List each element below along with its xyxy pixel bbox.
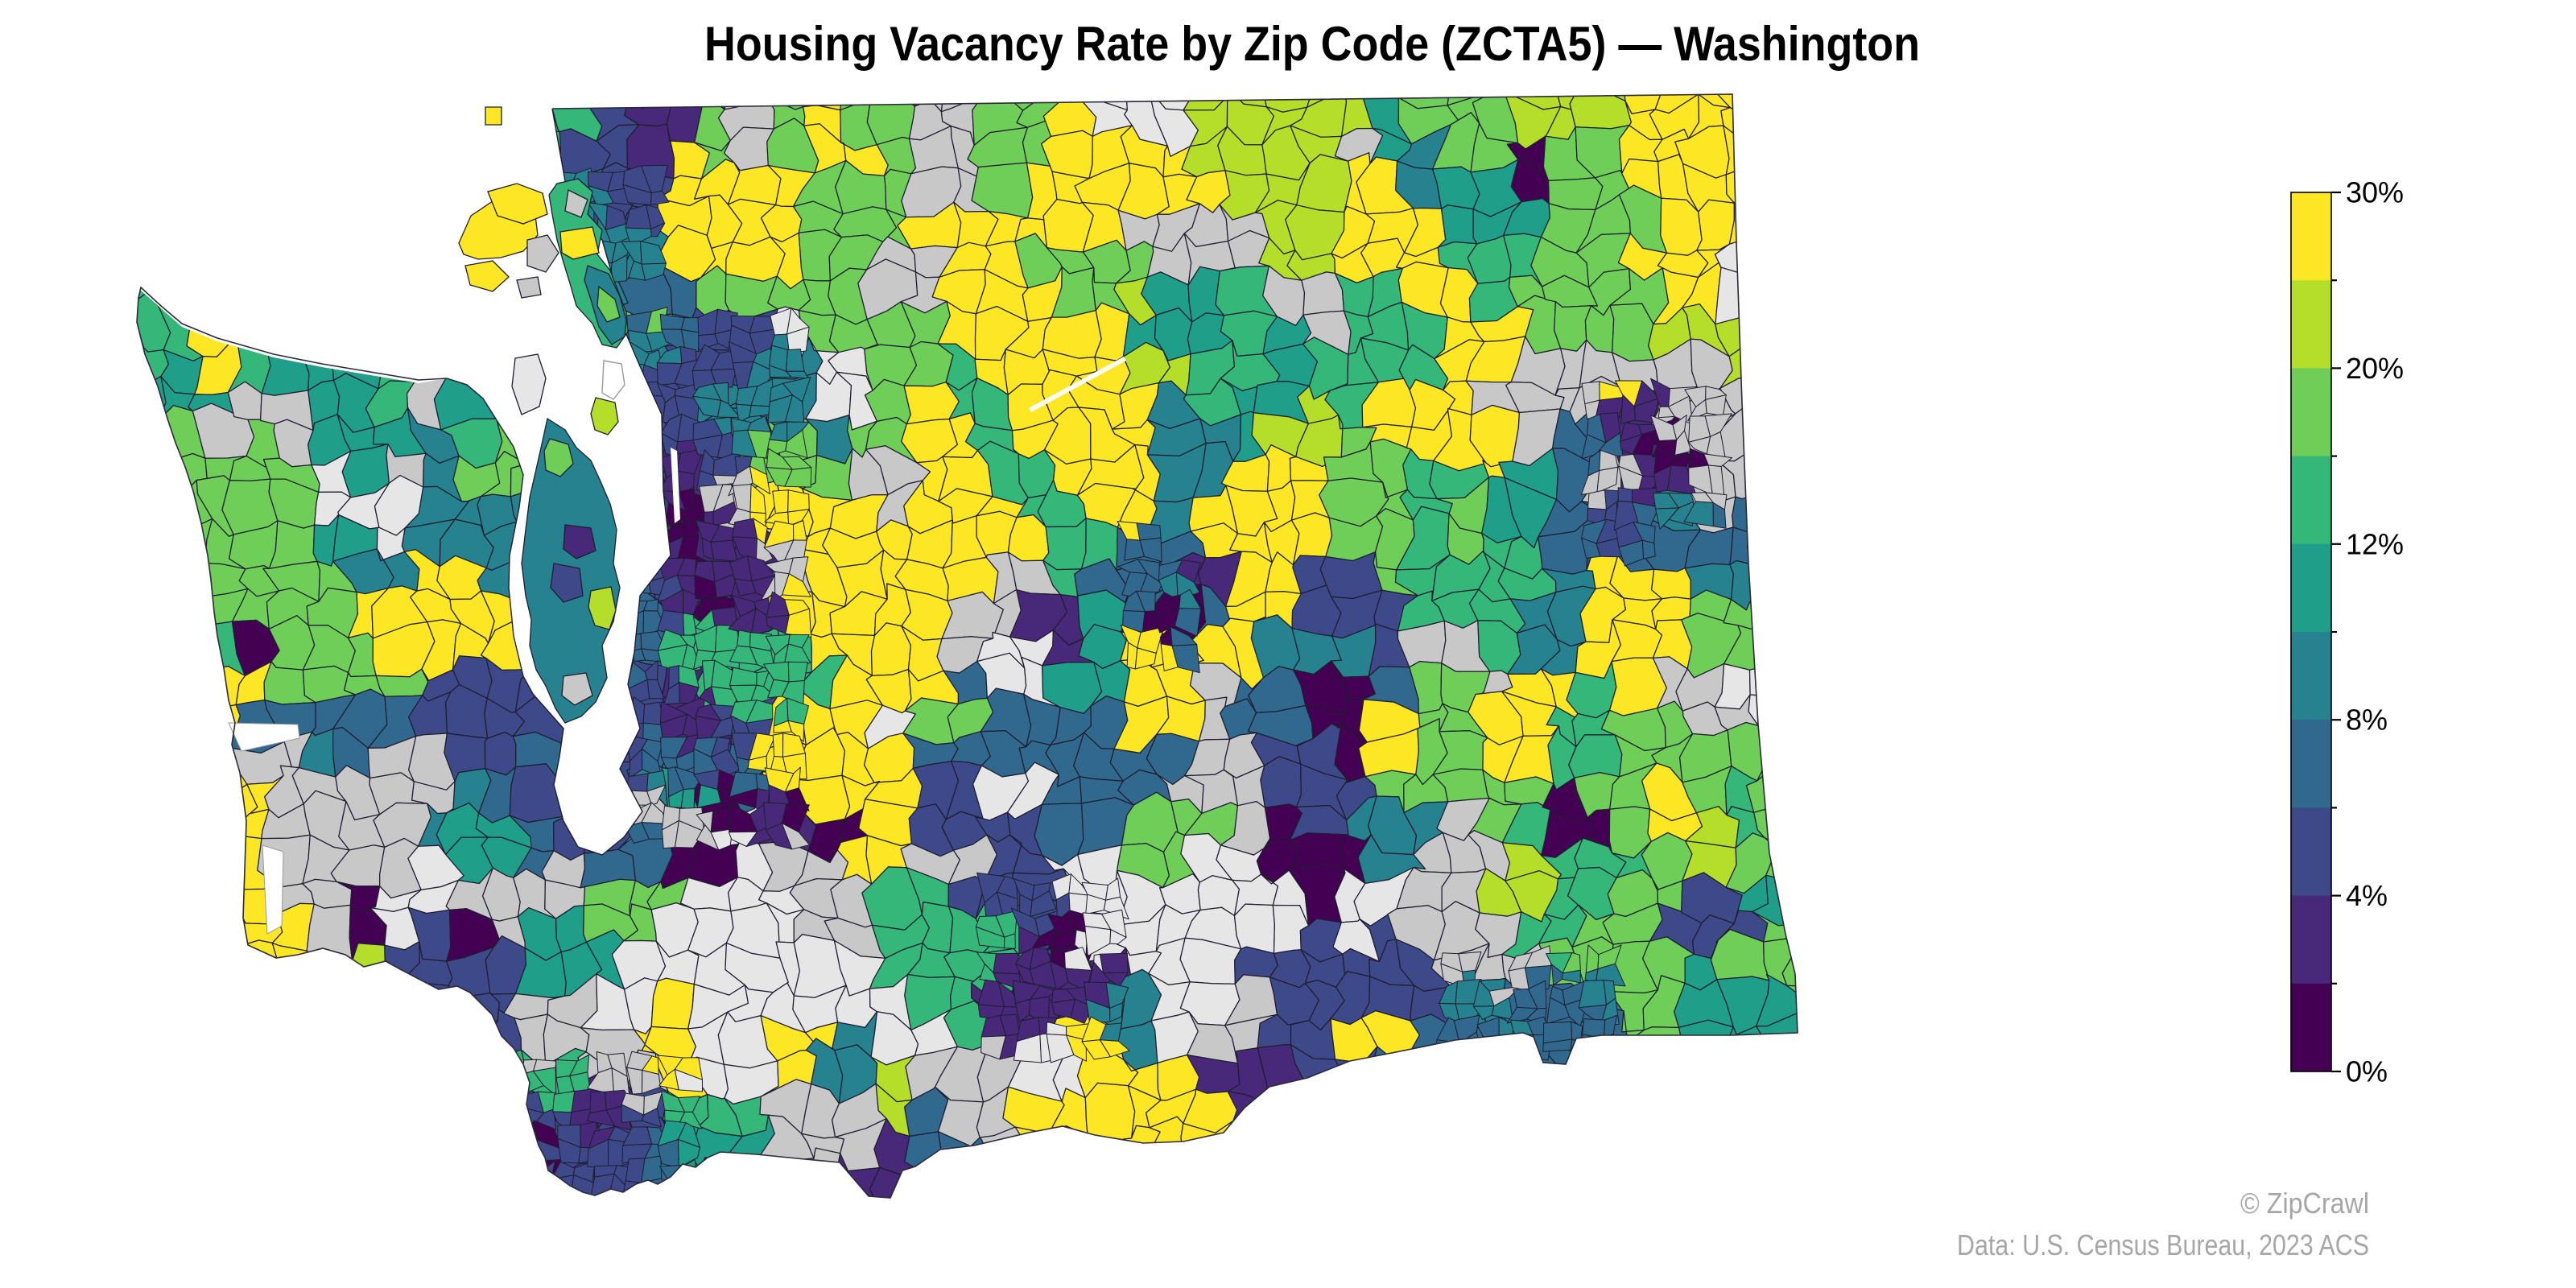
svg-text:12%: 12% [2346, 527, 2404, 560]
svg-text:0%: 0% [2346, 1055, 2388, 1088]
svg-text:Data: U.S. Census Bureau, 2023: Data: U.S. Census Bureau, 2023 ACS [1957, 1228, 2369, 1261]
svg-text:© ZipCrawl: © ZipCrawl [2240, 1187, 2369, 1220]
svg-text:30%: 30% [2346, 176, 2404, 209]
svg-text:4%: 4% [2346, 879, 2388, 912]
svg-text:20%: 20% [2346, 352, 2404, 385]
svg-text:Housing Vacancy Rate by Zip Co: Housing Vacancy Rate by Zip Code (ZCTA5)… [704, 17, 1920, 71]
svg-text:8%: 8% [2346, 704, 2388, 737]
